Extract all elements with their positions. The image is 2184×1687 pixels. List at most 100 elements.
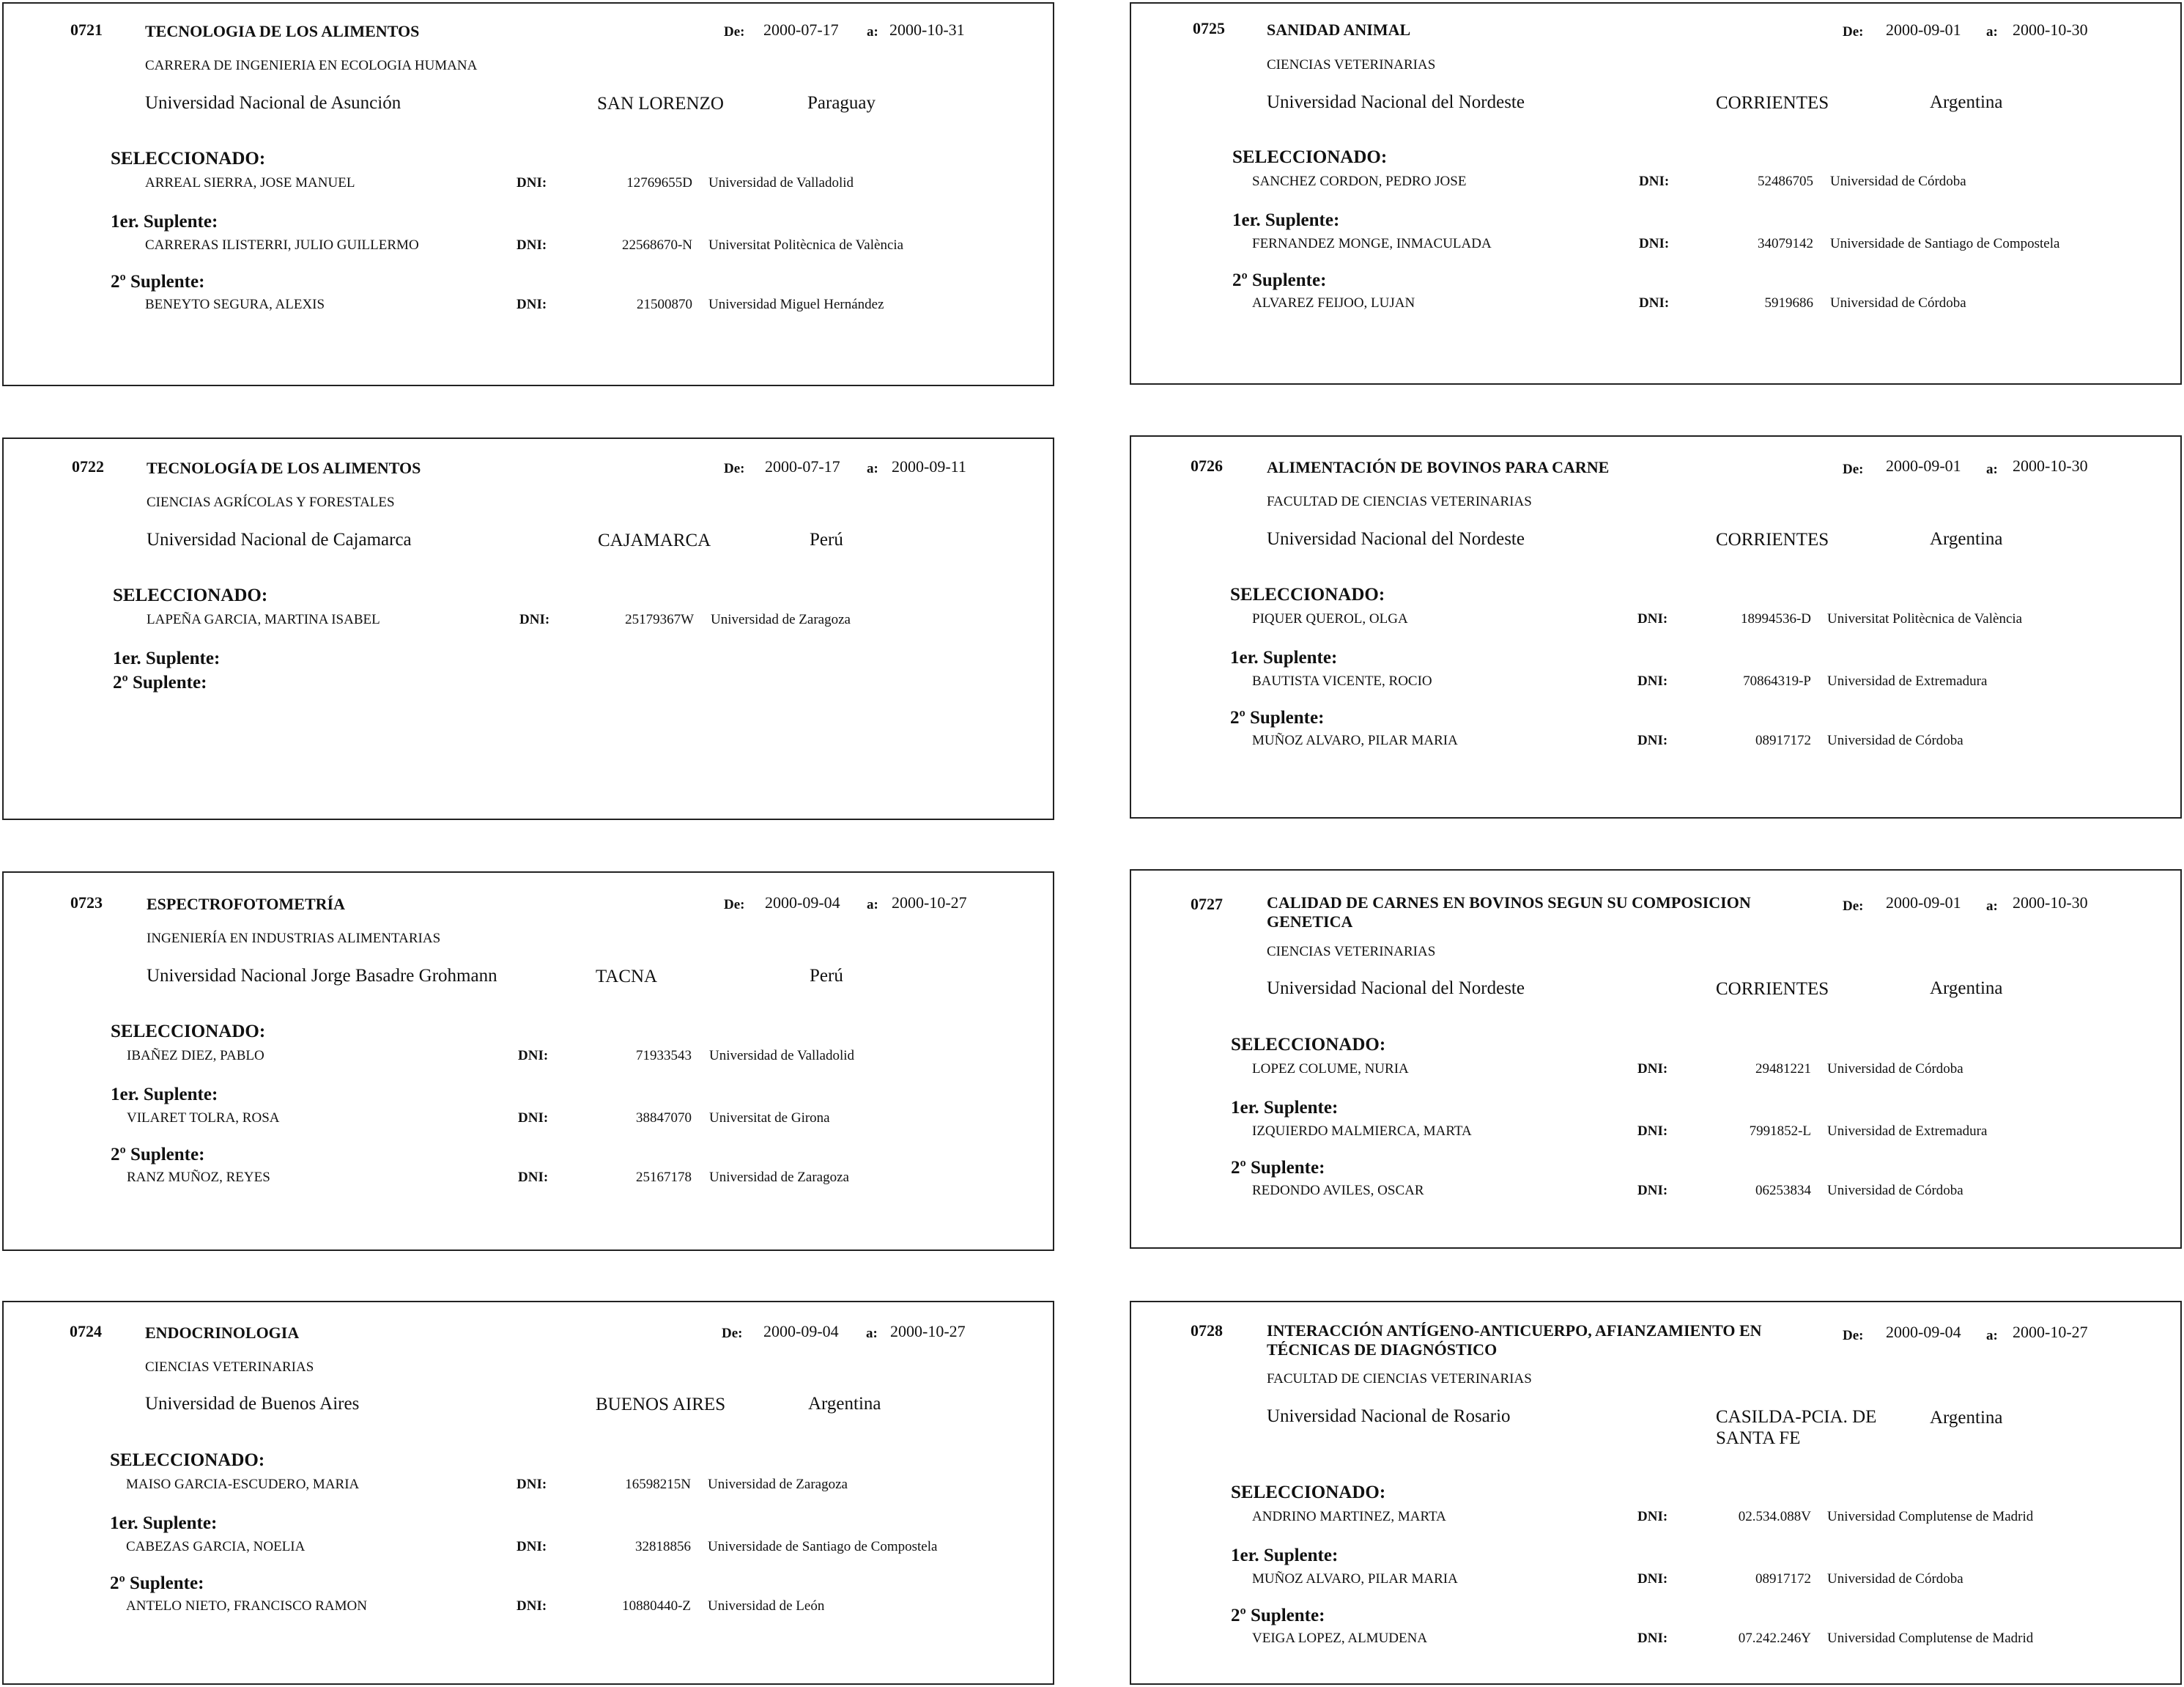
card-title: TECNOLOGIA DE LOS ALIMENTOS: [145, 22, 420, 40]
second-substitute-name: VEIGA LOPEZ, ALMUDENA: [1252, 1631, 1428, 1646]
card-title: ALIMENTACIÓN DE BOVINOS PARA CARNE: [1267, 458, 1610, 476]
second-substitute-university: Universidad de Zaragoza: [709, 1170, 849, 1185]
date-to: 2000-09-11: [892, 457, 966, 476]
dni-label: DNI:: [1637, 1509, 1668, 1524]
second-substitute-label: 2º Suplente:: [111, 272, 205, 292]
selected-label: SELECCIONADO:: [111, 1022, 266, 1041]
date-to-label: a:: [1986, 898, 1998, 914]
faculty: INGENIERÍA EN INDUSTRIAS ALIMENTARIAS: [147, 931, 441, 946]
selected-dni: 16598215N: [625, 1477, 691, 1492]
card-title: SANIDAD ANIMAL: [1267, 21, 1411, 39]
second-substitute-dni: 08917172: [1755, 733, 1811, 748]
first-substitute-university: Universidad de Córdoba: [1827, 1571, 1963, 1587]
date-from: 2000-07-17: [763, 21, 839, 39]
host-university: Universidad Nacional de Rosario: [1267, 1406, 1511, 1426]
grant-card-0725: 0725 SANIDAD ANIMAL De: 2000-09-01 a: 20…: [1130, 2, 2182, 385]
first-substitute-university: Universidad de Extremadura: [1827, 1123, 1988, 1139]
first-substitute-dni: 70864319-P: [1743, 673, 1811, 689]
selected-name: LAPEÑA GARCIA, MARTINA ISABEL: [147, 612, 380, 627]
first-substitute-name: MUÑOZ ALVARO, PILAR MARIA: [1252, 1571, 1458, 1587]
date-from-label: De:: [1843, 24, 1864, 40]
second-substitute-dni: 21500870: [637, 297, 692, 312]
date-to-label: a:: [867, 24, 878, 40]
first-substitute-label: 1er. Suplente:: [1230, 648, 1338, 668]
second-substitute-name: RANZ MUÑOZ, REYES: [127, 1170, 270, 1185]
selected-university: Universidad de Córdoba: [1827, 1061, 1963, 1077]
date-to: 2000-10-27: [890, 1322, 966, 1340]
date-from: 2000-09-04: [1886, 1323, 1961, 1341]
second-substitute-university: Universidad de Córdoba: [1830, 295, 1966, 311]
selected-label: SELECCIONADO:: [1230, 585, 1385, 605]
selected-label: SELECCIONADO:: [111, 149, 266, 169]
first-substitute-name: CARRERAS ILISTERRI, JULIO GUILLERMO: [145, 237, 419, 253]
host-university: Universidad Nacional de Cajamarca: [147, 530, 412, 550]
first-substitute-university: Universitat Politècnica de València: [708, 237, 904, 253]
selected-university: Universidad de Valladolid: [708, 175, 854, 191]
selected-name: IBAÑEZ DIEZ, PABLO: [127, 1048, 264, 1063]
faculty: CIENCIAS VETERINARIAS: [145, 1359, 314, 1375]
host-university: Universidad Nacional Jorge Basadre Grohm…: [147, 966, 497, 986]
selected-name: PIQUER QUEROL, OLGA: [1252, 611, 1408, 627]
card-code: 0727: [1191, 895, 1223, 913]
second-substitute-name: ANTELO NIETO, FRANCISCO RAMON: [126, 1598, 367, 1614]
card-code: 0722: [72, 457, 104, 476]
card-code: 0726: [1191, 457, 1223, 475]
date-from-label: De:: [722, 1326, 743, 1341]
host-city: CASILDA-PCIA. DE SANTA FE: [1716, 1407, 1877, 1448]
host-city: CORRIENTES: [1716, 979, 1829, 999]
second-substitute-label: 2º Suplente:: [1230, 708, 1325, 728]
selected-university: Universidad de Córdoba: [1830, 174, 1966, 189]
first-substitute-university: Universitat de Girona: [709, 1110, 830, 1126]
first-substitute-label: 1er. Suplente:: [110, 1513, 218, 1533]
selected-university: Universidad de Zaragoza: [711, 612, 851, 627]
second-substitute-label: 2º Suplente:: [111, 1145, 205, 1164]
dni-label: DNI:: [517, 1477, 547, 1492]
selected-university: Universidad Complutense de Madrid: [1827, 1509, 2034, 1524]
selected-dni: 29481221: [1755, 1061, 1811, 1077]
first-substitute-label: 1er. Suplente:: [111, 1085, 218, 1104]
dni-label: DNI:: [517, 297, 547, 312]
dni-label: DNI:: [1639, 236, 1670, 251]
date-to: 2000-10-30: [2013, 893, 2088, 912]
dni-label: DNI:: [517, 175, 547, 191]
second-substitute-dni: 06253834: [1755, 1183, 1811, 1198]
selected-name: LOPEZ COLUME, NURIA: [1252, 1061, 1409, 1077]
dni-label: DNI:: [518, 1170, 549, 1185]
host-country: Argentina: [808, 1394, 881, 1414]
first-substitute-name: FERNANDEZ MONGE, INMACULADA: [1252, 236, 1492, 251]
selected-university: Universidad de Zaragoza: [708, 1477, 848, 1492]
selected-dni: 52486705: [1758, 174, 1813, 189]
dni-label: DNI:: [1637, 1061, 1668, 1077]
selected-dni: 25179367W: [625, 612, 694, 627]
dni-label: DNI:: [518, 1110, 549, 1126]
second-substitute-university: Universidad Complutense de Madrid: [1827, 1631, 2034, 1646]
second-substitute-name: REDONDO AVILES, OSCAR: [1252, 1183, 1424, 1198]
second-substitute-university: Universidad de Córdoba: [1827, 733, 1963, 748]
dni-label: DNI:: [1639, 174, 1670, 189]
card-title: CALIDAD DE CARNES EN BOVINOS SEGUN SU CO…: [1267, 893, 1751, 931]
faculty: CIENCIAS AGRÍCOLAS Y FORESTALES: [147, 495, 395, 510]
card-code: 0724: [70, 1322, 102, 1340]
second-substitute-name: MUÑOZ ALVARO, PILAR MARIA: [1252, 733, 1458, 748]
faculty: CIENCIAS VETERINARIAS: [1267, 57, 1436, 73]
date-from-label: De:: [724, 897, 745, 912]
second-substitute-dni: 25167178: [636, 1170, 692, 1185]
dni-label: DNI:: [1637, 611, 1668, 627]
dni-label: DNI:: [517, 1598, 547, 1614]
dni-label: DNI:: [1637, 1183, 1668, 1198]
first-substitute-label: 1er. Suplente:: [1231, 1098, 1339, 1118]
date-to: 2000-10-27: [2013, 1323, 2088, 1341]
date-to-label: a:: [867, 897, 878, 912]
date-to: 2000-10-30: [2013, 21, 2088, 39]
faculty: CARRERA DE INGENIERIA EN ECOLOGIA HUMANA: [145, 58, 478, 73]
host-university: Universidad Nacional de Asunción: [145, 93, 401, 113]
dni-label: DNI:: [519, 612, 550, 627]
card-title: TECNOLOGÍA DE LOS ALIMENTOS: [147, 459, 421, 477]
card-title: ESPECTROFOTOMETRÍA: [147, 895, 345, 913]
dni-label: DNI:: [518, 1048, 549, 1063]
second-substitute-dni: 10880440-Z: [622, 1598, 691, 1614]
date-from: 2000-09-04: [763, 1322, 839, 1340]
first-substitute-dni: 32818856: [635, 1539, 691, 1554]
first-substitute-label: 1er. Suplente:: [111, 212, 218, 232]
grant-card-0726: 0726 ALIMENTACIÓN DE BOVINOS PARA CARNE …: [1130, 435, 2182, 819]
